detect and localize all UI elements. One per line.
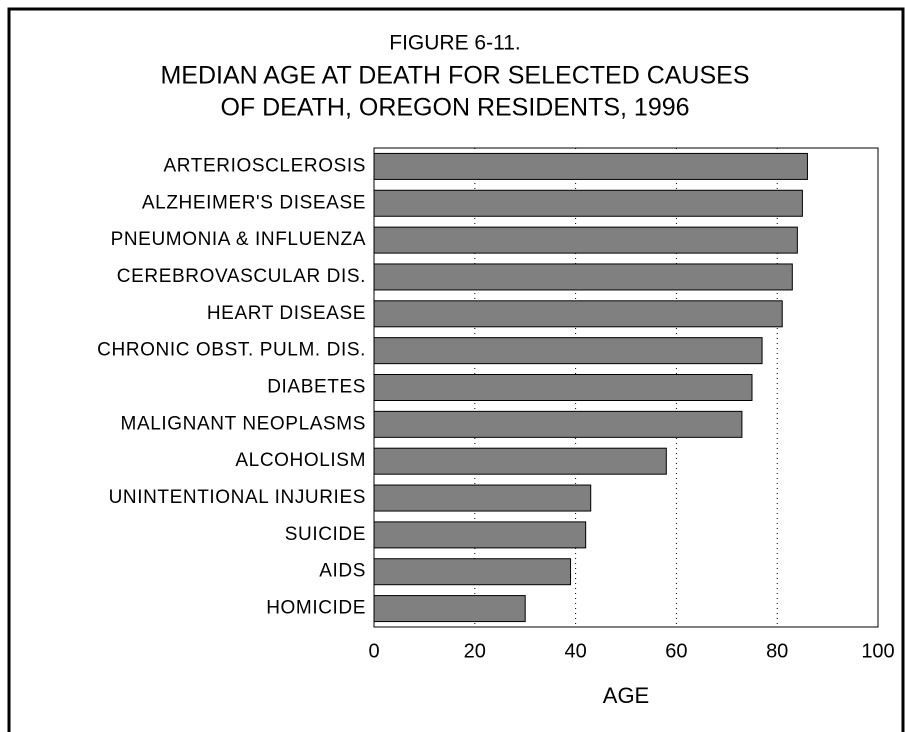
y-tick-label: HOMICIDE	[266, 598, 366, 619]
bar	[373, 300, 783, 328]
chart-title: OF DEATH, OREGON RESIDENTS, 1996	[220, 94, 689, 122]
y-tick-label: ALZHEIMER'S DISEASE	[142, 192, 366, 213]
bar	[373, 226, 798, 254]
y-tick-label: HEART DISEASE	[207, 303, 366, 324]
y-tick-label: CHRONIC OBST. PULM. DIS.	[97, 340, 366, 361]
frame	[7, 7, 905, 732]
x-axis-label: AGE	[603, 683, 649, 708]
x-tick-label: 40	[564, 640, 586, 662]
y-tick-label: ALCOHOLISM	[235, 450, 366, 471]
bar	[373, 595, 526, 623]
x-tick-label: 0	[368, 640, 379, 662]
bar	[373, 521, 587, 549]
x-tick-label: 60	[665, 640, 687, 662]
y-tick-label: SUICIDE	[285, 524, 366, 545]
bar	[373, 374, 753, 401]
y-tick-label: DIABETES	[267, 377, 366, 398]
y-tick-label: ARTERIOSCLEROSIS	[164, 155, 366, 176]
y-tick-label: PNEUMONIA & INFLUENZA	[111, 229, 366, 250]
bar	[373, 189, 803, 217]
bar	[373, 263, 793, 291]
bar	[373, 558, 572, 586]
bar	[373, 484, 592, 512]
bar	[373, 152, 808, 180]
y-tick-label: CEREBROVASCULAR DIS.	[117, 266, 366, 287]
y-tick-label: UNINTENTIONAL INJURIES	[109, 487, 366, 508]
bar	[373, 410, 743, 438]
x-tick-label: 80	[766, 640, 788, 662]
x-tick-label: 20	[464, 640, 486, 662]
chart-title: FIGURE 6-11.	[389, 32, 520, 55]
y-tick-label: AIDS	[319, 561, 366, 582]
y-tick-label: MALIGNANT NEOPLASMS	[121, 413, 366, 434]
bar	[373, 337, 763, 365]
bar	[373, 447, 667, 475]
chart-title: MEDIAN AGE AT DEATH FOR SELECTED CAUSES	[160, 62, 749, 90]
x-tick-label: 100	[861, 640, 894, 662]
